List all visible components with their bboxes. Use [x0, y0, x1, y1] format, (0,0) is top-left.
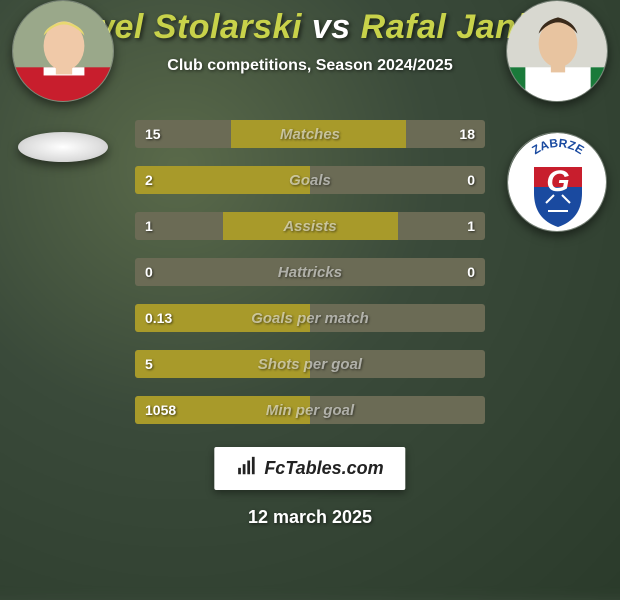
stat-right-value: 1	[457, 212, 485, 240]
stat-left-value: 1	[135, 212, 163, 240]
branding-text: FcTables.com	[264, 458, 383, 479]
stat-row: 11Assists	[135, 212, 485, 240]
stat-right-value	[465, 304, 485, 332]
stat-row: 1518Matches	[135, 120, 485, 148]
stat-row: 20Goals	[135, 166, 485, 194]
stat-right-value	[465, 350, 485, 378]
svg-text:G: G	[546, 165, 569, 198]
stat-left-value: 15	[135, 120, 171, 148]
player-right-headshot	[506, 0, 608, 102]
stat-left-value: 5	[135, 350, 163, 378]
player-left-headshot	[12, 0, 114, 102]
stat-right-value: 18	[449, 120, 485, 148]
player-left-column	[8, 0, 118, 162]
player-right-column: ZABRZE G	[502, 0, 612, 232]
title-vs: vs	[312, 8, 351, 46]
stat-left-value: 2	[135, 166, 163, 194]
player-right-club-badge: ZABRZE G	[507, 132, 607, 232]
date-label: 12 march 2025	[0, 507, 620, 528]
chart-icon	[236, 455, 258, 482]
stat-left-value: 1058	[135, 396, 186, 424]
stat-row: 5Shots per goal	[135, 350, 485, 378]
stat-row: 00Hattricks	[135, 258, 485, 286]
stat-right-value	[465, 396, 485, 424]
stat-row: 0.13Goals per match	[135, 304, 485, 332]
stat-right-value: 0	[457, 258, 485, 286]
stat-row: 1058Min per goal	[135, 396, 485, 424]
content-root: Pawel Stolarski vs Rafal Janicki Club co…	[0, 0, 620, 580]
stat-right-value: 0	[457, 166, 485, 194]
stats-bars: 1518Matches20Goals11Assists00Hattricks0.…	[135, 120, 485, 442]
player-left-club-badge	[18, 132, 108, 162]
branding-badge: FcTables.com	[214, 447, 405, 490]
stat-left-value: 0	[135, 258, 163, 286]
stat-left-value: 0.13	[135, 304, 182, 332]
